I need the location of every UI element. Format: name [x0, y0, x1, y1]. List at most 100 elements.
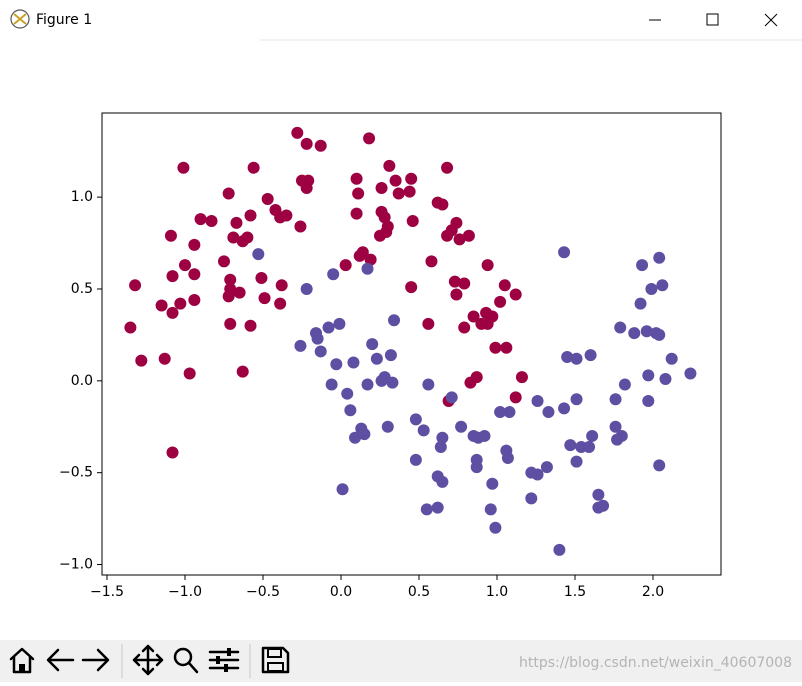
- point: [653, 459, 666, 472]
- point: [166, 446, 179, 459]
- point: [636, 259, 649, 272]
- point: [129, 279, 142, 292]
- point: [470, 371, 483, 384]
- point: [489, 521, 502, 534]
- x-tick-label: −1.0: [168, 584, 202, 600]
- point: [356, 246, 369, 259]
- point: [558, 246, 571, 259]
- point: [361, 378, 374, 391]
- close-button[interactable]: [764, 13, 778, 27]
- point: [236, 365, 249, 378]
- back-button[interactable]: [46, 648, 75, 672]
- point: [294, 339, 307, 352]
- point: [364, 253, 377, 266]
- point: [570, 352, 583, 365]
- point: [584, 349, 597, 362]
- point: [339, 259, 352, 272]
- point: [124, 321, 137, 334]
- point: [188, 268, 201, 281]
- point: [515, 371, 528, 384]
- point: [422, 317, 435, 330]
- point: [618, 378, 631, 391]
- point: [300, 282, 313, 295]
- point: [531, 395, 544, 408]
- point: [489, 341, 502, 354]
- point: [597, 499, 610, 512]
- point: [450, 216, 463, 229]
- point: [592, 488, 605, 501]
- point: [322, 321, 335, 334]
- point: [361, 262, 374, 275]
- x-tick-label: 0.5: [408, 584, 430, 600]
- point: [188, 294, 201, 307]
- point: [684, 367, 697, 380]
- point: [241, 231, 254, 244]
- point: [314, 139, 327, 152]
- forward-button[interactable]: [81, 648, 110, 672]
- point: [509, 288, 522, 301]
- point: [311, 332, 324, 345]
- point: [274, 297, 287, 310]
- point: [531, 468, 544, 481]
- point: [388, 314, 401, 327]
- point: [325, 378, 338, 391]
- point: [570, 455, 583, 468]
- app-icon: [10, 9, 30, 29]
- y-tick-label: −0.5: [59, 465, 93, 481]
- point: [178, 259, 191, 272]
- point: [280, 209, 293, 222]
- point: [436, 198, 449, 211]
- point: [174, 297, 187, 310]
- zoom-button[interactable]: [173, 647, 199, 674]
- point: [494, 295, 507, 308]
- configure-button[interactable]: [208, 648, 240, 672]
- point: [247, 161, 260, 174]
- point: [333, 317, 346, 330]
- point: [349, 431, 362, 444]
- point: [363, 132, 376, 145]
- point: [358, 428, 371, 441]
- y-tick-label: 0.0: [71, 373, 93, 389]
- point: [501, 451, 514, 464]
- point: [564, 439, 577, 452]
- point: [553, 543, 566, 556]
- x-tick-label: 0.0: [330, 584, 352, 600]
- point: [224, 317, 237, 330]
- point: [386, 376, 399, 389]
- point: [409, 413, 422, 426]
- point: [227, 231, 240, 244]
- point: [615, 429, 628, 442]
- point: [370, 352, 383, 365]
- point: [135, 354, 148, 367]
- point: [341, 387, 354, 400]
- save-button[interactable]: [261, 646, 290, 674]
- point: [470, 461, 483, 474]
- maximize-button[interactable]: [706, 13, 719, 26]
- pan-button[interactable]: [132, 644, 164, 676]
- point: [224, 273, 237, 286]
- point: [409, 453, 422, 466]
- point: [194, 213, 207, 226]
- point: [445, 391, 458, 404]
- plot-area: −1.5 −1.0 −0.5 0.0 0.5 1.0 1.5 2.0 −1.0 −0.5 0.0 0.…: [59, 112, 722, 600]
- y-tick-label: 0.5: [71, 281, 93, 297]
- home-button[interactable]: [9, 647, 35, 674]
- point: [155, 299, 168, 312]
- point: [441, 161, 454, 174]
- point: [494, 406, 507, 419]
- point: [645, 282, 658, 295]
- point: [389, 174, 402, 187]
- point: [188, 238, 201, 251]
- point: [381, 420, 394, 433]
- point: [381, 220, 394, 233]
- y-tick-label: 1.0: [71, 189, 93, 205]
- point: [467, 310, 480, 323]
- point: [314, 345, 327, 358]
- point: [255, 271, 268, 284]
- point: [205, 215, 218, 228]
- point: [352, 187, 365, 200]
- point: [261, 192, 274, 205]
- point: [417, 424, 430, 437]
- point: [252, 248, 265, 261]
- point: [653, 251, 666, 264]
